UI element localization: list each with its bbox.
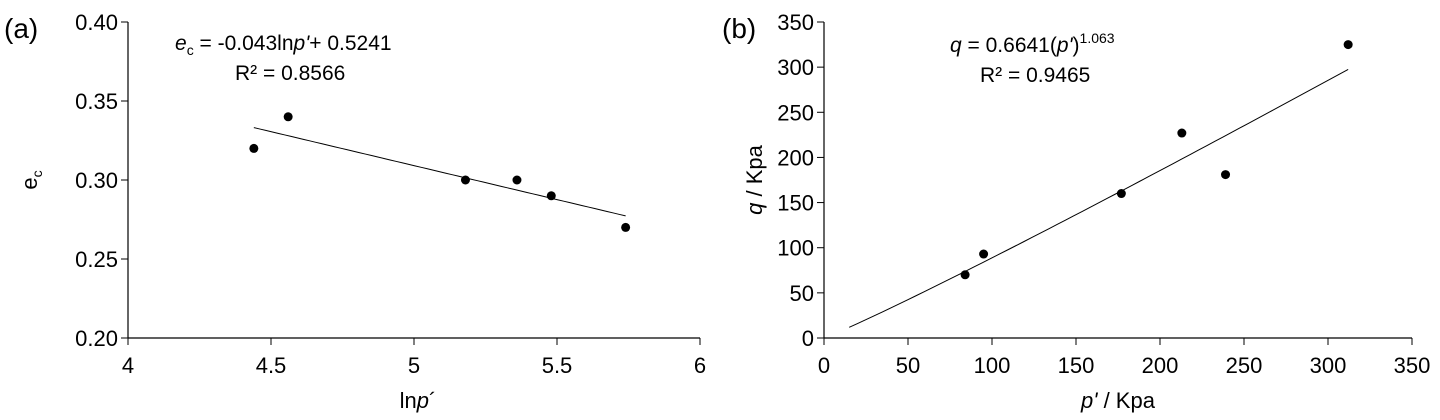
x-tick-label: 0 [818,353,830,378]
panel-a-trendline [253,127,626,217]
panel-b-xlabel: p' / Kpa [1080,388,1156,413]
y-tick-label: 250 [777,100,814,125]
panel-a-r2: R² = 0.8566 [235,62,345,85]
panel-b-equation: q = 0.6641(p')1.063 [950,30,1115,57]
data-point [512,175,522,185]
data-point [283,112,293,122]
y-tick-label: 350 [777,10,814,35]
y-tick-label: 0.25 [75,247,118,272]
data-point [546,191,556,201]
x-tick-label: 150 [1058,353,1095,378]
panel-label-b: (b) [722,13,756,44]
data-point [1116,189,1126,199]
panel-b-axes: 0 50 100 150 200 250 300 350 0 50 100 150 200 250 300 3… [777,10,1430,378]
y-tick-label: 50 [790,281,814,306]
x-tick-label: 5 [408,353,420,378]
data-point [249,143,259,153]
panel-b-ylabel: q / Kpa [742,144,767,214]
panel-a-xlabel: lnp´ [400,388,437,413]
x-tick-label: 5.5 [542,353,573,378]
y-tick-label: 0.20 [75,326,118,351]
x-tick-label: 4 [122,353,134,378]
panel-b: (b) 0 50 100 150 200 250 300 350 0 50 100 150 200 250… [722,10,1430,413]
panel-a-axes: 0.20 0.25 0.30 0.35 0.40 4 4.5 5 5.5 6 [75,10,706,378]
y-tick-label: 0.35 [75,89,118,114]
panel-a-points [249,112,631,232]
data-point [960,270,970,280]
y-tick-label: 150 [777,191,814,216]
trendline [848,68,1349,328]
x-tick-label: 250 [1226,353,1263,378]
x-tick-label: 50 [896,353,920,378]
data-point [1221,170,1231,180]
data-point [979,249,989,259]
x-tick-label: 4.5 [256,353,287,378]
panel-b-r2: R² = 0.9465 [980,64,1090,87]
x-tick-label: 350 [1394,353,1431,378]
x-tick-label: 200 [1142,353,1179,378]
panel-b-trendline [848,68,1349,328]
y-tick-label: 0.40 [75,10,118,35]
y-tick-label: 200 [777,145,814,170]
y-tick-label: 0 [802,326,814,351]
trendline [253,127,626,217]
panel-a-ylabel: ec [17,170,45,189]
x-tick-label: 100 [974,353,1011,378]
panel-a: (a) 0.20 0.25 0.30 0.35 0.40 4 4.5 5 5.5 6 ec lnp… [4,10,706,413]
panel-a-equation: ec = -0.043lnp'+ 0.5241 [175,32,392,58]
panel-b-points [960,40,1353,280]
data-point [1343,40,1353,50]
x-tick-label: 300 [1310,353,1347,378]
y-tick-label: 0.30 [75,168,118,193]
x-tick-label: 6 [694,353,706,378]
y-tick-label: 100 [777,236,814,261]
y-tick-label: 300 [777,55,814,80]
data-point [1177,128,1187,138]
data-point [621,222,631,232]
data-point [460,175,470,185]
panel-label-a: (a) [4,13,38,44]
